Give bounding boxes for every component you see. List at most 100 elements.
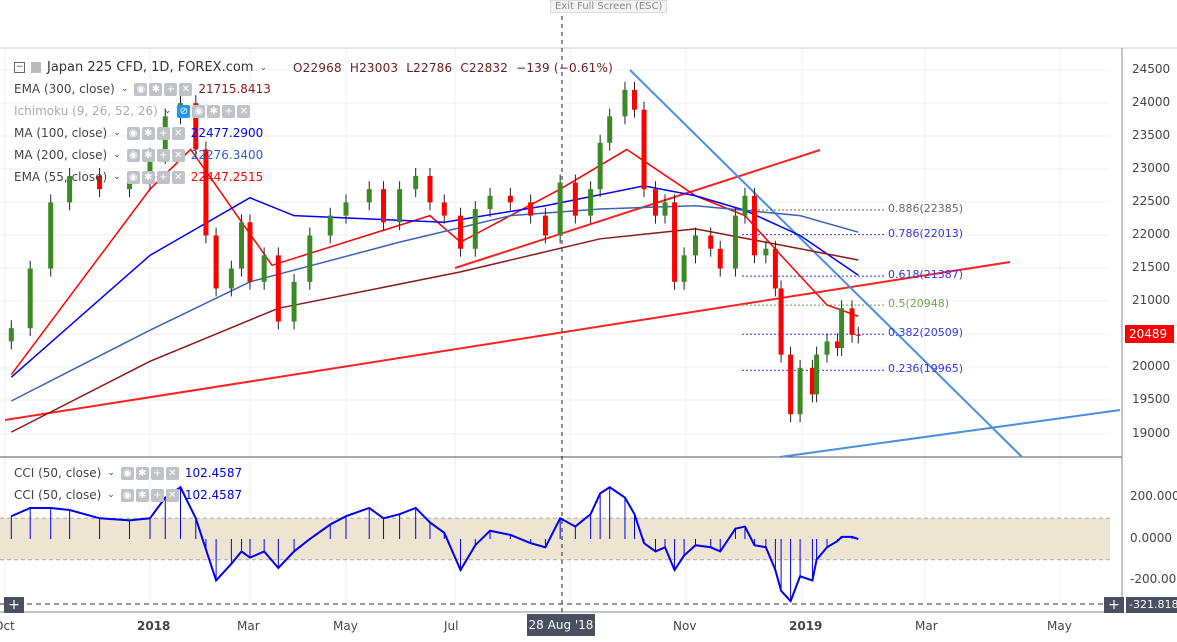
candle [778, 288, 784, 355]
indicator-legend: Ichimoku (9, 26, 52, 26) ⌄ ⊘ ◉ ✱ + ✕ [14, 104, 256, 118]
candle [763, 248, 769, 256]
gear-icon[interactable]: ✱ [207, 104, 221, 118]
close-icon[interactable]: ✕ [171, 148, 185, 162]
candle [797, 367, 803, 415]
cci-line [10, 485, 859, 603]
price-tick: 21500 [1132, 260, 1171, 274]
gear-icon[interactable]: ✱ [149, 82, 163, 96]
indicator-legend: MA (200, close) ⌄ ◉ ✱ + ✕ 22276.3400 [14, 148, 264, 162]
eye-icon[interactable]: ◉ [126, 170, 140, 184]
candle [732, 215, 738, 269]
price-tick: 23000 [1132, 161, 1171, 175]
price-tick: 23500 [1132, 128, 1171, 142]
plus-icon[interactable]: + [150, 488, 164, 502]
fib-label: 0.886(22385) [888, 202, 964, 215]
candle [343, 202, 349, 216]
cci-tick: -200.0000 [1130, 572, 1177, 586]
indicator-value: 22477.2900 [190, 126, 264, 140]
candle [588, 189, 594, 216]
candle [631, 89, 637, 110]
candle [193, 103, 199, 150]
price-tick: 24500 [1132, 62, 1171, 76]
close-icon[interactable]: ✕ [237, 104, 251, 118]
candle [381, 189, 387, 223]
cci-tick: 200.0000 [1130, 489, 1177, 503]
price-tick: 19500 [1132, 392, 1171, 406]
price-tick: 22500 [1132, 194, 1171, 208]
plus-icon[interactable]: + [164, 82, 178, 96]
cci-label[interactable]: CCI (50, close) [14, 488, 102, 502]
gear-icon[interactable]: ✱ [135, 466, 149, 480]
close-icon[interactable]: ✕ [165, 466, 179, 480]
candle [788, 354, 794, 415]
cci-value: 102.4587 [184, 488, 243, 502]
eye-icon[interactable]: ◉ [126, 148, 140, 162]
plus-icon[interactable]: + [156, 126, 170, 140]
candle [572, 182, 578, 216]
close-icon[interactable]: ✕ [171, 126, 185, 140]
candle [147, 156, 153, 183]
price-tick: 24000 [1132, 95, 1171, 109]
candle [427, 175, 433, 203]
trend-line [454, 149, 821, 269]
eye-icon[interactable]: ◉ [126, 126, 140, 140]
crosshair-button-right[interactable]: + [1104, 597, 1124, 613]
date-tick: Mar [915, 619, 938, 633]
candle [413, 175, 419, 190]
indicator-label[interactable]: Ichimoku (9, 26, 52, 26) [14, 104, 158, 118]
indicator-label[interactable]: MA (200, close) [14, 148, 108, 162]
ma-line [10, 228, 859, 433]
eye-icon[interactable]: ◉ [192, 104, 206, 118]
candle [839, 308, 845, 349]
indicator-label[interactable]: EMA (55, close) [14, 170, 108, 184]
indicator-label[interactable]: EMA (300, close) [14, 82, 115, 96]
collapse-icon[interactable]: − [14, 62, 25, 73]
crosshair-button-left[interactable]: + [4, 597, 24, 613]
candle [228, 268, 234, 289]
close-icon[interactable]: ✕ [171, 170, 185, 184]
candle [261, 255, 267, 282]
symbol-title[interactable]: Japan 225 CFD, 1D, FOREX.com [47, 60, 254, 75]
candle [834, 341, 840, 349]
date-tick: 2018 [137, 619, 171, 633]
gear-icon[interactable]: ✱ [141, 170, 155, 184]
candle [824, 341, 830, 355]
plus-icon[interactable]: + [222, 104, 236, 118]
candle [607, 116, 613, 143]
candle [458, 215, 464, 249]
fib-label: 0.618(21387) [888, 268, 964, 282]
indicator-label[interactable]: MA (100, close) [14, 126, 108, 140]
candle [662, 202, 668, 216]
candle [742, 195, 748, 216]
plus-icon[interactable]: + [156, 148, 170, 162]
ohlc-high: H23003 [349, 60, 399, 75]
indicator-value: 22447.2515 [190, 170, 264, 184]
hidden-icon[interactable]: ⊘ [177, 104, 191, 118]
indicator-value: 21715.8413 [198, 82, 271, 96]
candle [27, 268, 33, 329]
cci-label[interactable]: CCI (50, close) [14, 466, 102, 480]
eye-icon[interactable]: ◉ [134, 82, 148, 96]
gear-icon[interactable]: ✱ [135, 488, 149, 502]
date-tick: May [1047, 619, 1072, 633]
candle [291, 281, 297, 322]
close-icon[interactable]: ✕ [165, 488, 179, 502]
close-icon[interactable]: ✕ [179, 82, 193, 96]
gear-icon[interactable]: ✱ [141, 126, 155, 140]
exit-full-screen-button[interactable]: Exit Full Screen (ESC) [550, 0, 668, 13]
eye-icon[interactable]: ◉ [120, 488, 134, 502]
price-tick: 19000 [1132, 426, 1171, 440]
candle [528, 202, 534, 216]
ohlc-low: L22786 [406, 60, 453, 75]
plus-icon[interactable]: + [156, 170, 170, 184]
ma-line [10, 204, 859, 402]
candle [751, 195, 757, 256]
candle [717, 248, 723, 269]
candle [397, 189, 403, 223]
eye-icon[interactable]: ◉ [120, 466, 134, 480]
crosshair-date-tag: 28 Aug '18 [527, 614, 595, 636]
gear-icon[interactable]: ✱ [141, 148, 155, 162]
plus-icon[interactable]: + [150, 466, 164, 480]
candle [542, 215, 548, 236]
